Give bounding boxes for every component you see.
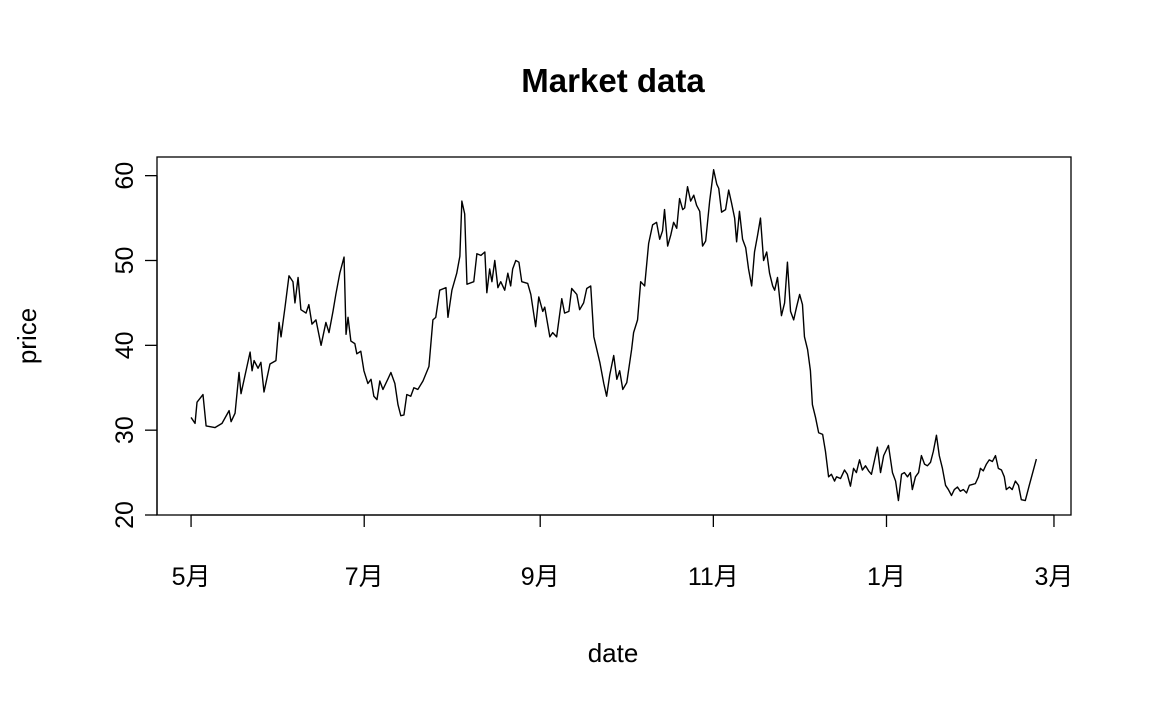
x-tick-label: 7月 [345,563,384,591]
y-tick-label: 30 [111,416,139,444]
y-tick-label: 50 [111,247,139,275]
y-tick-label: 40 [111,331,139,359]
x-tick-label: 3月 [1035,563,1074,591]
price-line [190,169,1038,502]
x-tick-label: 5月 [172,563,211,591]
x-tick-label: 11月 [688,563,739,591]
y-tick-label: 20 [111,501,139,529]
x-tick-label: 1月 [867,563,906,591]
y-axis-label: price [12,308,42,364]
y-tick-label: 60 [111,162,139,190]
plot-frame [156,156,1072,516]
x-tick-label: 9月 [521,563,560,591]
chart-title: Market data [521,62,705,99]
x-axis-label: date [588,638,639,668]
